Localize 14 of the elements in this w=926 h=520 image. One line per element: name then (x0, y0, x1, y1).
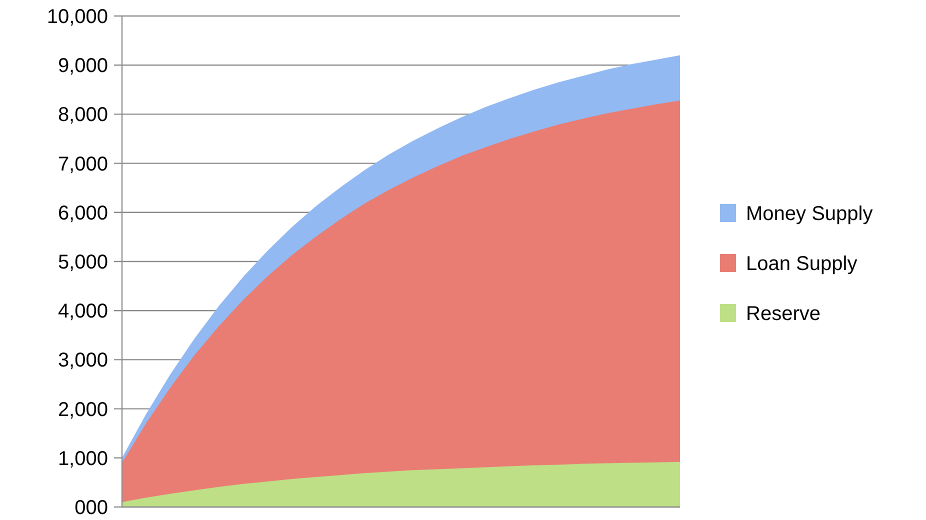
legend-label: Money Supply (746, 203, 873, 225)
y-tick-label: 9,000 (58, 55, 108, 78)
y-tick-label: 5,000 (58, 252, 108, 274)
y-tick-label: 000 (74, 497, 108, 519)
legend-label: Loan Supply (746, 253, 858, 275)
y-tick-label: 6,000 (58, 202, 108, 224)
y-tick-label: 8,000 (58, 104, 108, 126)
y-tick-label: 7,000 (58, 153, 108, 176)
y-tick-label: 10,000 (46, 6, 108, 28)
y-tick-label: 3,000 (58, 350, 108, 372)
y-tick-label: 2,000 (58, 398, 108, 421)
y-tick-label: 4,000 (58, 300, 108, 323)
legend-label: Reserve (746, 303, 820, 325)
y-tick-label: 1,000 (58, 448, 108, 470)
